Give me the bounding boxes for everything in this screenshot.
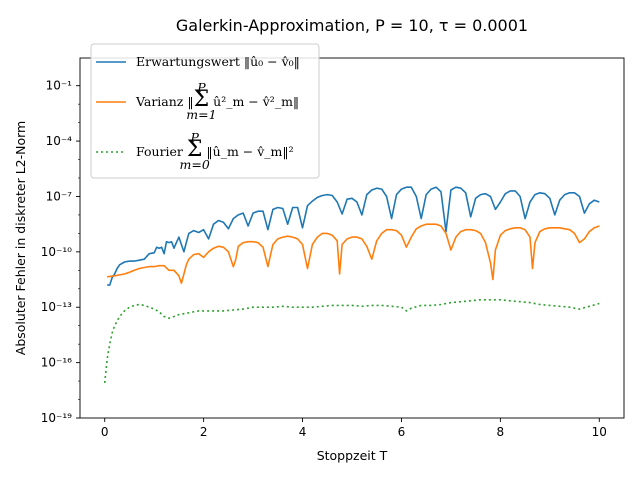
x-axis-label: Stoppzeit T [317,448,388,463]
y-tick-label: 10⁻⁴ [46,134,73,148]
legend-sum-upper-2: P [196,80,206,95]
y-tick-label: 10⁻¹⁰ [41,245,72,259]
y-axis-label: Absoluter Fehler in diskreter L2-Norm [13,121,28,355]
legend: Erwartungswert ‖û₀ − v̂₀‖ Varianz ‖Σ û²_m… [90,43,320,179]
axes-frame [79,57,625,419]
x-tick-label: 0 [101,425,109,439]
chart-title: Galerkin-Approximation, P = 10, τ = 0.00… [176,16,528,35]
legend-box [90,43,320,179]
x-tick-label: 10 [592,425,607,439]
y-tick-label: 10⁻⁷ [46,189,73,203]
y-tick-label: 10⁻¹⁹ [41,411,72,425]
x-tick-label: 8 [497,425,505,439]
y-tick-label: 10⁻¹ [46,79,73,93]
series-line-3 [103,299,600,383]
legend-sum-lower-3: m=0 [180,157,210,172]
axes-layer: 0 2 4 6 8 10 10⁻¹⁹ 10⁻¹⁶ 10⁻¹³ 10⁻¹⁰ 10⁻⁷ 10⁻⁴ 10⁻¹ [41,57,625,439]
x-tick-label: 2 [200,425,208,439]
series-line-2 [107,223,600,284]
legend-label-1: Erwartungswert ‖û₀ − v̂₀‖ [136,54,300,69]
legend-label-3: Fourier Σ ‖û_m − v̂_m‖² [136,137,294,162]
y-tick-label: 10⁻¹³ [41,300,72,314]
y-tick-label: 10⁻¹⁶ [41,356,72,370]
series-layer [103,186,600,383]
legend-label-2: Varianz ‖Σ û²_m − v̂²_m‖ [135,87,299,112]
x-tick-label: 4 [299,425,307,439]
series-line-1 [107,186,600,286]
legend-sum-lower-2: m=1 [186,107,216,122]
legend-sum-upper-3: P [189,130,199,145]
x-tick-label: 6 [398,425,406,439]
